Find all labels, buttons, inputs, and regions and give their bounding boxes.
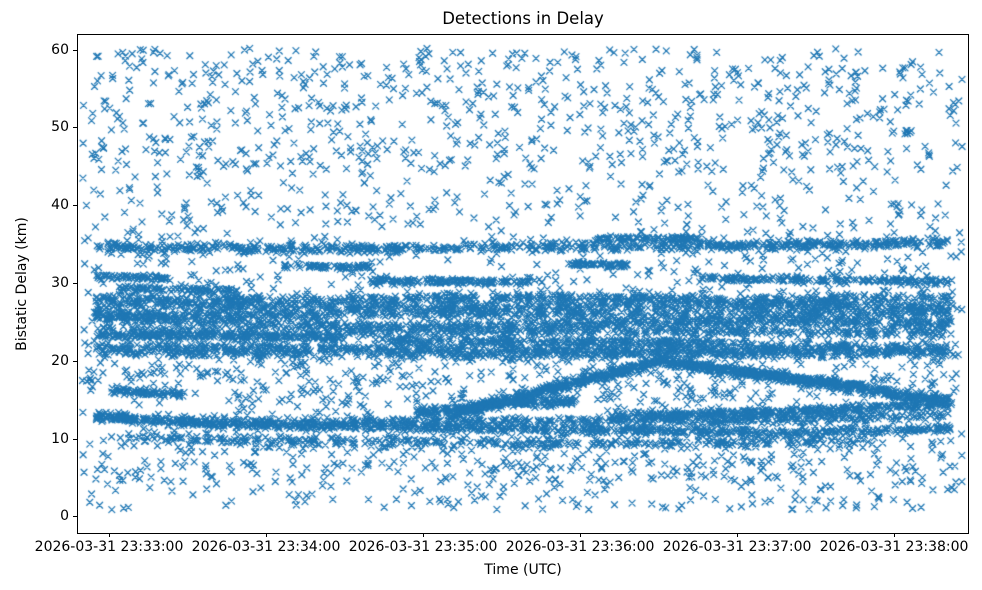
x-tick-mark <box>737 533 739 537</box>
y-tick-label: 30 <box>51 275 69 291</box>
y-axis-label: Bistatic Delay (km) <box>14 217 30 351</box>
y-tick-mark <box>73 283 77 284</box>
x-tick-label: 2026-03-31 23:36:00 <box>505 539 655 555</box>
x-tick-mark <box>423 533 425 537</box>
y-tick-mark <box>73 516 77 518</box>
y-tick-mark <box>73 438 77 440</box>
x-axis-label: Time (UTC) <box>484 562 562 578</box>
y-tick-mark <box>73 127 77 129</box>
chart-title: Detections in Delay <box>442 9 604 28</box>
y-tick-mark <box>73 205 77 207</box>
x-tick-label: 2026-03-31 23:38:00 <box>819 539 969 555</box>
x-tick-label: 2026-03-31 23:35:00 <box>348 539 498 555</box>
y-tick-label: 50 <box>51 119 69 136</box>
y-tick-label: 20 <box>51 352 69 369</box>
x-tick-label: 2026-03-31 23:33:00 <box>34 539 184 555</box>
x-tick-mark <box>109 533 111 537</box>
x-tick-label: 2026-03-31 23:37:00 <box>662 539 812 555</box>
x-tick-mark <box>266 533 268 537</box>
y-tick-label: 60 <box>51 41 69 58</box>
y-tick-mark <box>73 49 77 51</box>
plot-area <box>77 34 969 534</box>
x-tick-mark <box>580 533 582 537</box>
scatter-canvas <box>78 35 968 533</box>
y-tick-label: 0 <box>60 508 69 525</box>
y-tick-label: 10 <box>51 430 69 447</box>
y-tick-label: 40 <box>51 197 69 214</box>
x-tick-label: 2026-03-31 23:34:00 <box>191 539 341 555</box>
y-tick-mark <box>73 360 77 362</box>
x-tick-mark <box>894 533 896 537</box>
